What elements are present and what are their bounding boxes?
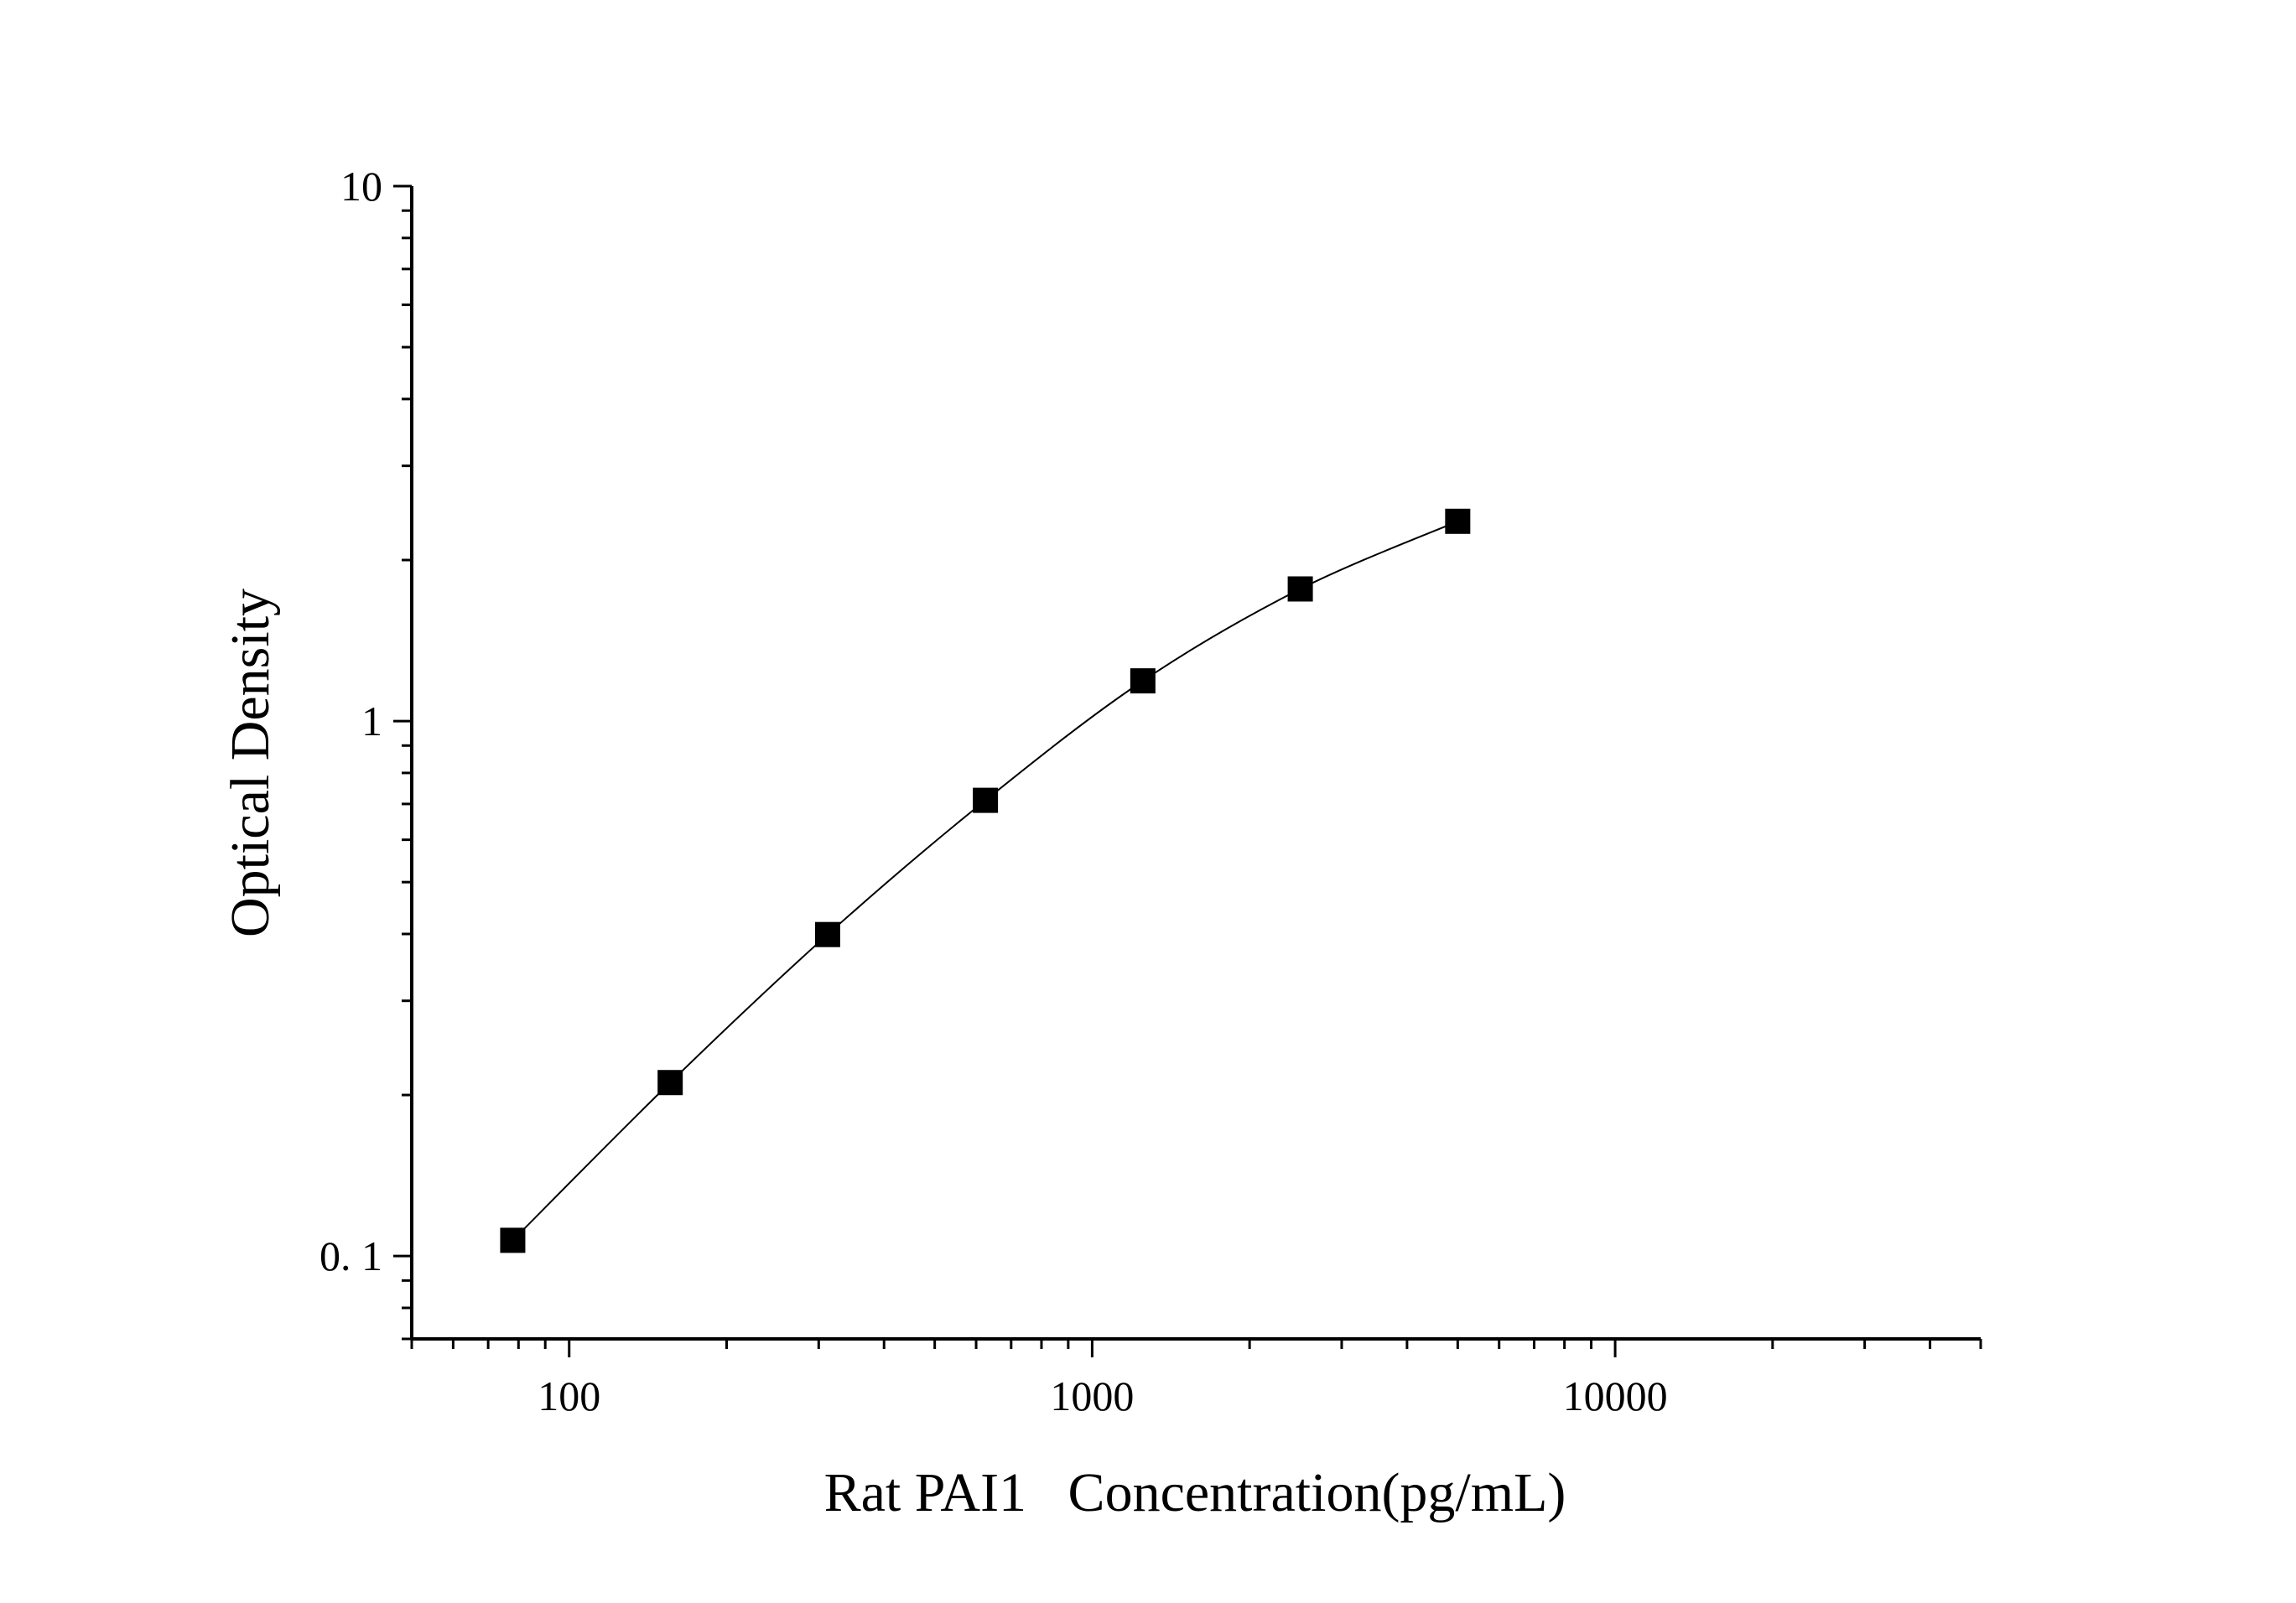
y-tick-label: 10 [340, 163, 382, 210]
fit-line [512, 520, 1458, 1242]
ticks [393, 184, 1982, 1357]
data-point-marker [973, 787, 999, 813]
data-point-marker [1445, 508, 1471, 534]
axes [410, 186, 1981, 1341]
data-point-marker [500, 1227, 526, 1253]
data-point-marker [1287, 576, 1313, 602]
data-point-marker [1130, 668, 1156, 694]
x-tick-label: 1000 [1050, 1372, 1134, 1419]
y-tick-label: 0. 1 [319, 1232, 382, 1279]
data-points [500, 508, 1471, 1253]
y-tick-label: 1 [361, 698, 382, 744]
y-axis-title: Optical Density [220, 589, 281, 937]
fit-curve [512, 520, 1458, 1242]
x-tick-label: 10000 [1563, 1372, 1668, 1419]
tick-labels: 100 1000 10000 0. 1 1 10 [319, 163, 1668, 1419]
x-tick-label: 100 [538, 1372, 600, 1419]
x-axis-title: Rat PAI1 Concentration(pg/mL) [824, 1462, 1566, 1523]
data-point-marker [814, 921, 840, 947]
data-point-marker [657, 1070, 683, 1096]
